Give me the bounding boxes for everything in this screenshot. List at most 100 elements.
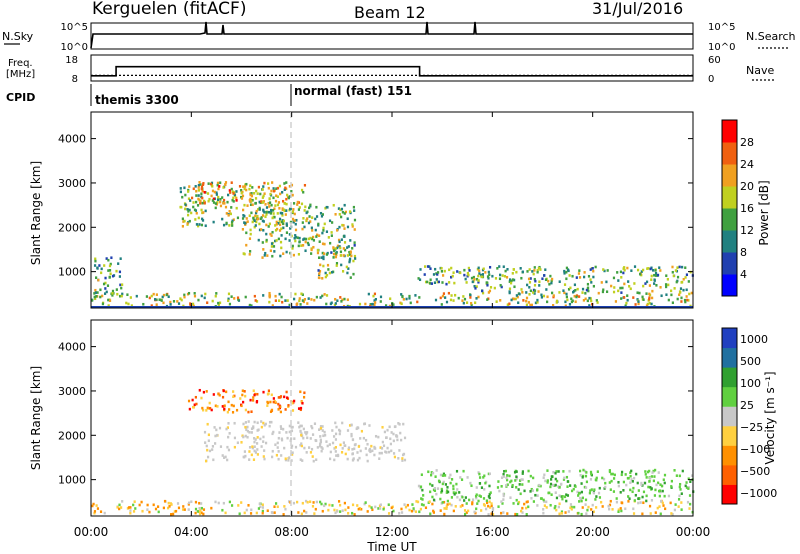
data-cell <box>201 183 205 187</box>
data-cell <box>256 453 259 456</box>
data-cell <box>339 254 343 257</box>
data-cell <box>408 508 411 512</box>
data-cell <box>552 470 555 474</box>
data-cell <box>227 435 230 439</box>
data-cell <box>499 299 502 302</box>
data-cell <box>615 500 619 504</box>
data-cell <box>490 504 493 508</box>
data-cell <box>689 502 692 506</box>
data-cell <box>474 287 477 290</box>
data-cell <box>503 470 506 473</box>
data-cell <box>333 303 337 307</box>
data-cell <box>184 203 187 206</box>
data-cell <box>256 448 259 451</box>
data-cell <box>427 470 430 474</box>
count-tick-right-bottom: 10^0 <box>708 42 735 53</box>
data-cell <box>330 234 333 237</box>
data-cell <box>227 421 230 425</box>
data-cell <box>161 295 164 299</box>
time-tick-label: 16:00 <box>475 525 510 539</box>
data-cell <box>276 505 279 509</box>
data-cell <box>297 244 300 248</box>
data-cell <box>641 512 644 516</box>
data-cell <box>565 270 568 274</box>
data-cell <box>247 410 250 414</box>
data-cell <box>488 472 492 476</box>
data-cell <box>163 499 167 503</box>
data-cell <box>287 196 291 200</box>
data-cell <box>632 486 635 490</box>
data-cell <box>204 459 208 463</box>
data-cell <box>183 293 186 297</box>
data-cell <box>422 503 425 507</box>
data-cell <box>195 200 198 204</box>
data-cell <box>675 280 678 284</box>
data-cell <box>527 469 530 473</box>
data-cell <box>186 222 189 225</box>
data-cell <box>486 283 489 287</box>
data-cell <box>230 221 234 224</box>
data-cell <box>637 302 640 306</box>
data-cell <box>224 455 227 459</box>
data-cell <box>389 437 392 441</box>
data-cell <box>482 267 485 271</box>
data-cell <box>285 250 288 254</box>
data-cell <box>351 448 354 451</box>
data-cell <box>533 277 536 281</box>
data-cell <box>325 253 329 256</box>
data-cell <box>279 395 283 398</box>
data-cell <box>682 288 685 292</box>
data-cell <box>229 212 232 216</box>
data-cell <box>267 225 270 228</box>
data-cell <box>513 285 516 289</box>
data-cell <box>630 469 633 473</box>
data-cell <box>267 392 270 395</box>
data-cell <box>117 262 120 265</box>
data-cell <box>195 211 198 215</box>
data-cell <box>337 207 341 210</box>
data-cell <box>322 226 325 230</box>
data-cell <box>342 254 345 257</box>
data-cell <box>530 303 533 307</box>
range-tick-label: 2000 <box>58 429 86 442</box>
data-cell <box>382 506 385 510</box>
data-cell <box>688 494 692 497</box>
data-cell <box>309 437 312 440</box>
data-cell <box>628 284 631 288</box>
data-cell <box>322 264 325 268</box>
data-cell <box>642 501 645 505</box>
data-cell <box>322 257 325 261</box>
data-cell <box>276 203 280 207</box>
data-cell <box>192 405 195 409</box>
data-cell <box>201 219 205 222</box>
data-cell <box>649 476 652 480</box>
data-cell <box>549 274 552 278</box>
data-cell <box>442 500 446 504</box>
data-cell <box>107 258 110 262</box>
data-cell <box>319 438 322 442</box>
data-cell <box>617 508 620 512</box>
data-cell <box>619 286 622 290</box>
data-cell <box>208 449 212 453</box>
data-cell <box>301 459 304 462</box>
data-cell <box>506 303 509 307</box>
data-cell <box>176 502 180 505</box>
data-cell <box>517 301 520 305</box>
data-cell <box>266 400 269 404</box>
data-cell <box>299 406 303 410</box>
data-cell <box>417 484 421 488</box>
data-cell <box>254 202 257 205</box>
data-cell <box>554 483 557 487</box>
data-cell <box>231 219 234 223</box>
data-cell <box>503 274 507 278</box>
data-cell <box>374 301 377 304</box>
data-cell <box>226 410 229 414</box>
data-cell <box>316 233 319 237</box>
colorbar-swatch <box>722 274 737 297</box>
data-cell <box>186 208 189 211</box>
freq-tick-top: 18 <box>65 55 78 66</box>
data-cell <box>111 274 115 278</box>
data-cell <box>225 427 228 431</box>
data-cell <box>364 302 367 306</box>
data-cell <box>326 263 330 267</box>
